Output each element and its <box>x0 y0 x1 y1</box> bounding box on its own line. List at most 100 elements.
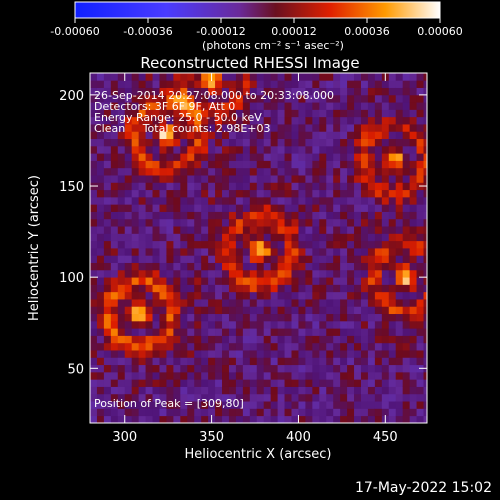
heatmap-cell <box>312 277 320 285</box>
heatmap-cell <box>263 284 272 293</box>
y-tick-label: 200 <box>59 89 84 104</box>
heatmap-cell <box>90 306 98 315</box>
heatmap-cell <box>138 240 146 249</box>
heatmap-cell <box>277 393 285 402</box>
heatmap-cell <box>277 73 285 81</box>
heatmap-cell <box>312 226 320 234</box>
heatmap-cell <box>152 408 160 417</box>
heatmap-cell <box>409 269 417 278</box>
heatmap-cell <box>173 393 181 402</box>
heatmap-cell <box>360 408 369 417</box>
heatmap-cell <box>110 94 119 103</box>
heatmap-cell <box>166 291 174 300</box>
heatmap-cell <box>208 386 216 395</box>
heatmap-cell <box>145 255 153 263</box>
heatmap-cell <box>228 189 237 198</box>
heatmap-cell <box>423 313 427 322</box>
heatmap-cell <box>270 167 279 176</box>
heatmap-cell <box>124 408 133 417</box>
heatmap-cell <box>263 145 272 154</box>
heatmap-cell <box>402 160 411 169</box>
heatmap-cell <box>395 284 404 293</box>
heatmap-cell <box>117 94 126 103</box>
heatmap-cell <box>166 218 174 227</box>
heatmap-cell <box>423 284 427 293</box>
heatmap-cell <box>263 277 272 285</box>
heatmap-cell <box>402 204 411 212</box>
heatmap-cell <box>215 167 223 176</box>
heatmap-cell <box>305 350 313 358</box>
heatmap-cell <box>360 167 369 176</box>
heatmap-cell <box>235 401 244 409</box>
heatmap-cell <box>360 189 369 198</box>
heatmap-cell <box>110 73 119 81</box>
heatmap-cell <box>284 364 292 373</box>
heatmap-cell <box>145 262 153 271</box>
heatmap-cell <box>416 94 424 103</box>
heatmap-cell <box>340 401 348 409</box>
heatmap-cell <box>347 328 355 336</box>
heatmap-cell <box>381 328 390 336</box>
heatmap-cell <box>409 299 417 307</box>
heatmap-cell <box>263 160 272 169</box>
heatmap-cell <box>152 218 160 227</box>
heatmap-cell <box>117 320 126 329</box>
heatmap-cell <box>347 269 355 278</box>
heatmap-cell <box>159 342 167 351</box>
heatmap-cell <box>354 364 362 373</box>
heatmap-cell <box>103 226 112 234</box>
heatmap-cell <box>96 415 105 423</box>
heatmap-cell <box>291 138 299 147</box>
heatmap-cell <box>291 145 299 154</box>
heatmap-cell <box>360 299 369 307</box>
heatmap-cell <box>270 80 279 88</box>
heatmap-cell <box>96 153 105 161</box>
heatmap-cell <box>166 248 174 256</box>
heatmap-cell <box>381 204 390 212</box>
heatmap-cell <box>409 167 417 176</box>
heatmap-cell <box>208 371 216 380</box>
heatmap-cell <box>242 269 251 278</box>
heatmap-cell <box>388 73 397 81</box>
heatmap-cell <box>395 269 404 278</box>
heatmap-cell <box>388 160 397 169</box>
heatmap-cell <box>138 262 146 271</box>
heatmap-cell <box>117 350 126 358</box>
heatmap-cell <box>235 255 244 263</box>
heatmap-cell <box>201 306 209 315</box>
heatmap-cell <box>249 153 258 161</box>
heatmap-cell <box>360 138 369 147</box>
heatmap-cell <box>90 313 98 322</box>
heatmap-cell <box>228 277 237 285</box>
heatmap-cell <box>124 109 133 118</box>
heatmap-cell <box>96 306 105 315</box>
heatmap-cell <box>354 269 362 278</box>
heatmap-cell <box>284 284 292 293</box>
heatmap-cell <box>263 196 272 205</box>
heatmap-cell <box>367 401 376 409</box>
heatmap-cell <box>96 313 105 322</box>
heatmap-cell <box>284 145 292 154</box>
heatmap-cell <box>291 167 299 176</box>
heatmap-cell <box>215 335 223 344</box>
heatmap-cell <box>159 379 167 387</box>
heatmap-cell <box>249 240 258 249</box>
heatmap-cell <box>166 182 174 191</box>
heatmap-cell <box>395 167 404 176</box>
heatmap-cell <box>117 335 126 344</box>
heatmap-cell <box>312 204 320 212</box>
heatmap-cell <box>326 87 334 96</box>
heatmap-cell <box>152 109 160 118</box>
heatmap-cell <box>159 335 167 344</box>
heatmap-cell <box>409 393 417 402</box>
heatmap-cell <box>138 218 146 227</box>
heatmap-cell <box>215 386 223 395</box>
heatmap-cell <box>319 94 327 103</box>
heatmap-cell <box>409 94 417 103</box>
heatmap-cell <box>215 262 223 271</box>
heatmap-cell <box>173 131 181 140</box>
heatmap-cell <box>96 196 105 205</box>
heatmap-cell <box>145 80 153 88</box>
heatmap-cell <box>90 401 98 409</box>
heatmap-cell <box>256 393 265 402</box>
